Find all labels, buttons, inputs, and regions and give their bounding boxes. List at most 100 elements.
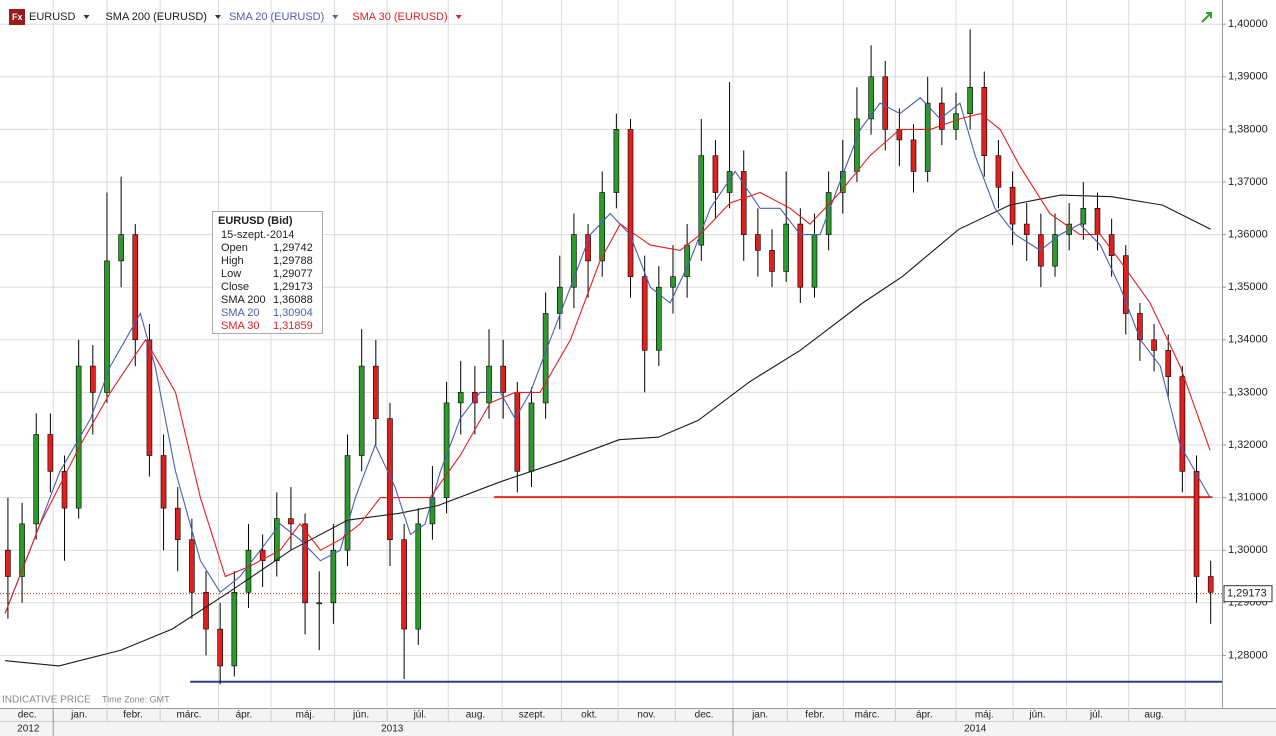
candle-body [457, 392, 464, 404]
y-tick-label: 1,30000 [1228, 544, 1268, 556]
candle-body [486, 365, 492, 404]
info-value: 1,29788 [273, 255, 313, 267]
legend-instrument: EURUSD [29, 11, 76, 23]
month-label: jún. [1028, 710, 1045, 721]
month-label: jún. [352, 710, 369, 721]
dropdown-arrow [455, 15, 462, 19]
trend-icon [1201, 12, 1212, 23]
price-note: INDICATIVE PRICE [2, 695, 91, 706]
candle-body [656, 286, 662, 351]
candle-body [5, 549, 11, 577]
candle-body [47, 434, 54, 472]
info-label: Open [221, 242, 248, 254]
candle-body [910, 139, 917, 172]
month-label: szept. [519, 710, 546, 721]
candle-body [387, 418, 393, 540]
candle-body [1179, 376, 1186, 472]
candle-body [443, 402, 450, 498]
candle-body [1080, 207, 1087, 225]
candle-body [500, 365, 506, 393]
candle-body [981, 87, 988, 156]
candle-body [811, 234, 818, 288]
grid [0, 0, 1222, 708]
candle-body [670, 276, 676, 288]
info-value: 1,30904 [273, 307, 313, 319]
candle-body [401, 539, 407, 630]
month-label: máj. [296, 710, 315, 721]
legend-entry: SMA 30 (EURUSD) [352, 11, 447, 23]
sma-line [4, 97, 1211, 614]
info-label: Close [221, 281, 249, 293]
y-tick-label: 1,40000 [1228, 18, 1268, 30]
candle-body [245, 549, 252, 593]
candle-body [1122, 255, 1129, 314]
candle-body [854, 118, 860, 172]
candle-body [75, 365, 82, 509]
month-label: dec. [695, 710, 714, 721]
footer: INDICATIVE PRICE Time Zone: GMT [2, 694, 170, 705]
header: Fx EURUSD SMA 200 (EURUSD) SMA 20 (EURUSD)… [9, 9, 1212, 25]
candle-body [769, 250, 775, 272]
year-label: 2013 [381, 724, 404, 735]
month-label: aug. [466, 710, 485, 721]
candle-body [61, 470, 68, 509]
candle-body [542, 313, 549, 404]
y-tick-label: 1,34000 [1228, 334, 1268, 346]
candle-body [344, 455, 351, 551]
sma-line [5, 194, 1211, 667]
info-value: 1,36088 [273, 294, 313, 306]
year-label: 2014 [964, 724, 987, 735]
info-value: 1,29742 [273, 242, 313, 254]
candle-body [203, 591, 209, 630]
month-label: júl. [413, 710, 427, 721]
candle-body [1193, 470, 1200, 577]
month-label: ápr. [916, 710, 933, 721]
info-box [212, 211, 323, 334]
info-value: 1,29173 [273, 281, 313, 293]
candle-body [189, 539, 195, 593]
candle-body [33, 434, 40, 525]
candle-body [288, 518, 294, 525]
info-value: 1,29077 [273, 268, 313, 280]
candle-body [641, 276, 648, 351]
info-value: 1,31859 [273, 320, 313, 332]
candle-body [939, 102, 945, 130]
dropdown-arrow [83, 15, 90, 19]
candle-body [358, 365, 365, 456]
candle-body [415, 523, 422, 630]
month-label: okt. [581, 710, 597, 721]
candle-body [472, 392, 478, 404]
candle-body [1137, 313, 1143, 341]
candle-body [585, 234, 591, 262]
candle-body [599, 192, 606, 262]
candle-body [571, 234, 577, 288]
candle-body [882, 76, 889, 130]
candle-body [160, 455, 167, 509]
candle-body [924, 102, 931, 172]
candle-body [825, 192, 832, 235]
candle-body [1023, 223, 1030, 235]
last-price-label: 1,29173 [1227, 588, 1267, 600]
info-title: EURUSD (Bid) [218, 215, 293, 227]
dropdown-arrow [332, 15, 339, 19]
candle-body [373, 365, 379, 419]
candle-body [1094, 207, 1101, 235]
candle-body [174, 507, 181, 540]
month-label: márc. [177, 710, 202, 721]
y-tick-label: 1,28000 [1228, 649, 1268, 661]
info-label: High [221, 255, 244, 267]
candle-body [104, 260, 110, 393]
legend-entry: SMA 200 (EURUSD) [105, 11, 206, 23]
year-label: 2012 [17, 724, 40, 735]
candle-body [90, 365, 96, 393]
month-label: febr. [123, 710, 142, 721]
candle-body [698, 155, 705, 246]
month-label: nov. [637, 710, 655, 721]
month-label: máj. [975, 710, 994, 721]
y-tick-label: 1,31000 [1228, 492, 1268, 504]
candle-body [1207, 576, 1214, 593]
info-label: SMA 30 [221, 320, 260, 332]
